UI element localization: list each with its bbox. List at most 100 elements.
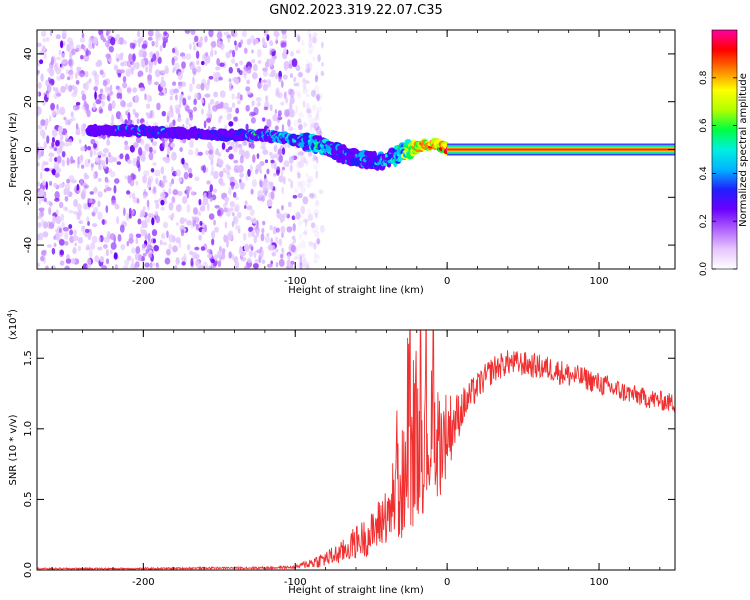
noise-blob bbox=[250, 230, 255, 237]
noise-blob bbox=[148, 212, 152, 219]
noise-blob bbox=[45, 181, 48, 190]
noise-blob bbox=[53, 147, 57, 152]
noise-blob bbox=[49, 180, 53, 186]
noise-blob bbox=[151, 229, 158, 237]
noise-blob bbox=[175, 107, 181, 115]
noise-blob bbox=[270, 159, 275, 164]
noise-blob bbox=[205, 51, 209, 57]
noise-blob bbox=[83, 56, 90, 61]
noise-blob bbox=[280, 168, 284, 178]
noise-blob bbox=[238, 70, 243, 76]
noise-blob bbox=[288, 126, 294, 132]
noise-blob bbox=[192, 67, 197, 75]
noise-blob bbox=[310, 222, 316, 229]
noise-blob bbox=[276, 166, 281, 174]
noise-blob bbox=[64, 133, 69, 141]
noise-blob bbox=[291, 215, 296, 221]
noise-blob bbox=[314, 75, 319, 83]
noise-blob bbox=[211, 165, 214, 174]
noise-blob bbox=[208, 213, 215, 220]
noise-blob bbox=[132, 192, 136, 200]
noise-blob bbox=[142, 174, 148, 184]
noise-blob bbox=[61, 58, 67, 65]
noise-blob bbox=[64, 83, 69, 90]
noise-blob bbox=[171, 47, 176, 54]
noise-blob bbox=[262, 79, 268, 84]
noise-blob bbox=[94, 71, 97, 78]
noise-blob bbox=[180, 94, 184, 100]
x-tick-label: -100 bbox=[284, 577, 307, 588]
noise-blob bbox=[248, 142, 252, 148]
noise-blob bbox=[160, 199, 165, 206]
noise-blob bbox=[228, 153, 234, 160]
noise-blob bbox=[146, 94, 152, 103]
noise-blob bbox=[200, 246, 206, 251]
noise-blob bbox=[214, 50, 217, 56]
noise-blob bbox=[301, 180, 306, 188]
noise-blob bbox=[149, 262, 153, 269]
noise-blob bbox=[257, 190, 263, 199]
noise-blob bbox=[176, 117, 182, 123]
noise-blob bbox=[188, 172, 193, 179]
noise-blob bbox=[52, 86, 57, 92]
y-tick-label: -20 bbox=[23, 189, 34, 205]
snr-line-path bbox=[37, 330, 675, 570]
noise-blob bbox=[270, 191, 275, 200]
noise-blob bbox=[61, 159, 65, 167]
noise-blob bbox=[200, 82, 205, 91]
noise-blob bbox=[231, 58, 236, 64]
noise-blob bbox=[114, 263, 118, 269]
noise-blob bbox=[270, 260, 273, 265]
noise-blob bbox=[255, 38, 259, 45]
noise-blob bbox=[197, 210, 200, 216]
noise-blob bbox=[235, 196, 239, 200]
noise-blob bbox=[193, 45, 197, 51]
noise-blob bbox=[273, 145, 277, 152]
noise-blob bbox=[129, 42, 134, 49]
noise-blob bbox=[64, 241, 69, 246]
noise-blob bbox=[281, 30, 287, 35]
noise-blob bbox=[135, 237, 139, 245]
noise-blob bbox=[189, 112, 194, 121]
noise-blob bbox=[115, 111, 122, 120]
noise-blob bbox=[168, 187, 172, 195]
noise-blob bbox=[268, 152, 273, 156]
noise-blob bbox=[143, 222, 148, 228]
noise-blob bbox=[164, 257, 171, 265]
noise-blob bbox=[216, 250, 222, 259]
y-tick-label: 40 bbox=[23, 48, 34, 61]
noise-blob bbox=[157, 56, 162, 65]
noise-blob bbox=[283, 48, 287, 55]
noise-blob bbox=[202, 196, 209, 206]
noise-blob bbox=[114, 203, 120, 210]
noise-blob bbox=[298, 123, 303, 131]
noise-blob bbox=[184, 30, 191, 35]
noise-blob bbox=[312, 56, 316, 62]
noise-blob bbox=[250, 188, 254, 195]
noise-blob bbox=[160, 79, 166, 88]
noise-blob bbox=[124, 175, 129, 180]
noise-blob bbox=[164, 141, 169, 149]
spectrogram-x-label: Height of straight line (km) bbox=[288, 285, 424, 296]
noise-blob bbox=[122, 82, 128, 89]
noise-blob bbox=[64, 195, 69, 202]
noise-blob bbox=[123, 207, 126, 216]
noise-blob bbox=[305, 67, 311, 73]
noise-blob bbox=[91, 223, 98, 228]
noise-blob bbox=[206, 248, 213, 254]
noise-blob bbox=[225, 200, 229, 205]
noise-blob bbox=[313, 122, 320, 131]
y-tick-label: 1.5 bbox=[23, 350, 34, 366]
noise-blob bbox=[70, 111, 74, 118]
noise-blob bbox=[48, 115, 52, 123]
noise-blob bbox=[224, 221, 228, 229]
noise-blob bbox=[260, 79, 264, 84]
noise-blob bbox=[68, 59, 73, 65]
noise-blob bbox=[102, 244, 108, 249]
noise-blob bbox=[217, 260, 222, 268]
noise-blob bbox=[144, 262, 150, 268]
noise-blob bbox=[275, 261, 279, 268]
noise-blob bbox=[231, 220, 235, 228]
noise-blob bbox=[231, 93, 235, 100]
noise-blob bbox=[267, 118, 272, 128]
